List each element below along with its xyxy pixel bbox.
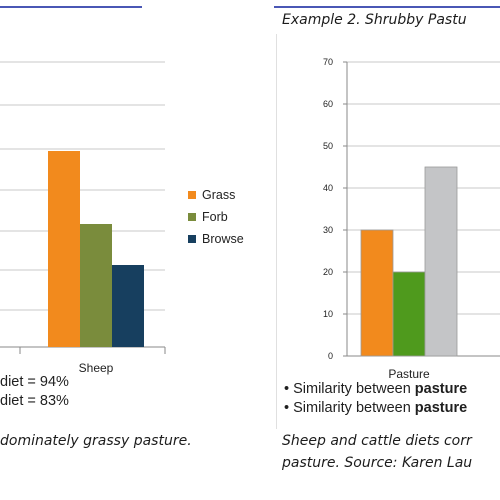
left-panel: Sheep Grass Forb Browse diet = 94% diet … [0,6,260,449]
left-bullet-list: diet = 94% diet = 83% [0,373,69,411]
y-tick-label: 20 [323,267,333,277]
bar-pasture-green [392,271,426,357]
y-tick-label: 40 [323,183,333,193]
right-bullet-1: • Similarity between pasture [284,380,467,399]
legend-item-grass: Grass [188,184,244,206]
bullet-bold-term: pasture [414,400,468,416]
chart-legend: Grass Forb Browse [188,184,244,250]
right-panel: Example 2. Shrubby Pastu 0 10 20 30 40 50 60 70… [268,0,500,500]
bar-browse [112,265,144,347]
legend-label-grass: Grass [202,188,236,202]
y-tick-label: 70 [323,57,333,67]
right-chart-slide: 0 10 20 30 40 50 60 70 Pasture [276,34,500,429]
caption-line-1: Sheep and cattle diets corr [282,433,472,449]
bar-grass [48,151,80,347]
y-tick-label: 10 [323,309,333,319]
x-tick-label-pasture: Pasture [388,367,430,381]
y-tick-label: 0 [328,351,333,361]
bar-pasture-orange [360,229,394,357]
top-divider [0,6,142,8]
y-tick-label: 60 [323,99,333,109]
caption-line-2: pasture. Source: Karen Lau [282,455,473,471]
bullet-text: • Similarity between [284,400,415,416]
left-bar-chart: Sheep [0,61,166,375]
bar-pasture-gray [424,166,458,357]
right-caption: Sheep and cattle diets corr pasture. Sou… [282,430,472,474]
left-chart-slide: Sheep [0,22,260,422]
right-bullet-list: • Similarity between pasture • Similarit… [284,380,467,418]
example-heading: Example 2. Shrubby Pastu [282,12,467,28]
legend-swatch-grass [188,191,196,199]
left-bullet-2: diet = 83% [0,393,69,409]
x-tick-label-sheep: Sheep [79,361,114,375]
legend-item-browse: Browse [188,228,244,250]
left-caption: dominately grassy pasture. [0,433,192,449]
bullet-text: • Similarity between [284,381,415,397]
legend-label-browse: Browse [202,232,244,246]
legend-label-forb: Forb [202,210,228,224]
bar-forb [80,224,112,347]
y-tick-label: 30 [323,225,333,235]
bullet-bold-term: pasture [414,381,468,397]
legend-item-forb: Forb [188,206,244,228]
left-bullet-1: diet = 94% [0,374,69,390]
legend-swatch-browse [188,235,196,243]
right-bullet-2: • Similarity between pasture [284,399,467,418]
legend-swatch-forb [188,213,196,221]
right-bar-chart: 0 10 20 30 40 50 60 70 Pasture [323,57,500,381]
y-tick-label: 50 [323,141,333,151]
top-divider [274,6,500,8]
